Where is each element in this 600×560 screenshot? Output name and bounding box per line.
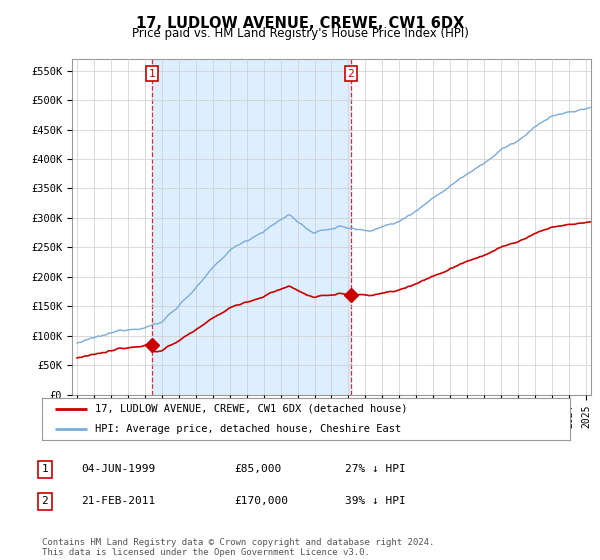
- Text: HPI: Average price, detached house, Cheshire East: HPI: Average price, detached house, Ches…: [95, 424, 401, 434]
- Text: 2: 2: [41, 496, 49, 506]
- Text: Contains HM Land Registry data © Crown copyright and database right 2024.
This d: Contains HM Land Registry data © Crown c…: [42, 538, 434, 557]
- Text: £85,000: £85,000: [234, 464, 281, 474]
- Text: 39% ↓ HPI: 39% ↓ HPI: [345, 496, 406, 506]
- Text: 04-JUN-1999: 04-JUN-1999: [81, 464, 155, 474]
- Text: 1: 1: [149, 68, 155, 78]
- Bar: [152, 59, 350, 395]
- Text: 27% ↓ HPI: 27% ↓ HPI: [345, 464, 406, 474]
- Text: 21-FEB-2011: 21-FEB-2011: [81, 496, 155, 506]
- Text: 1: 1: [41, 464, 49, 474]
- Text: 17, LUDLOW AVENUE, CREWE, CW1 6DX: 17, LUDLOW AVENUE, CREWE, CW1 6DX: [136, 16, 464, 31]
- Text: 2: 2: [347, 68, 354, 78]
- Text: Price paid vs. HM Land Registry's House Price Index (HPI): Price paid vs. HM Land Registry's House …: [131, 27, 469, 40]
- Text: 17, LUDLOW AVENUE, CREWE, CW1 6DX (detached house): 17, LUDLOW AVENUE, CREWE, CW1 6DX (detac…: [95, 404, 407, 414]
- Text: £170,000: £170,000: [234, 496, 288, 506]
